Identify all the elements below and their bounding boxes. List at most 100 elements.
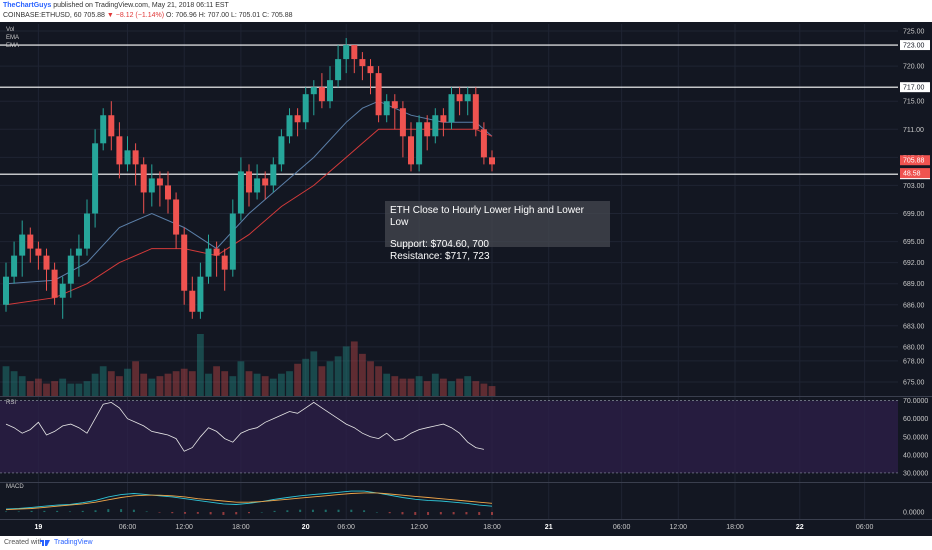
candle: [351, 45, 358, 60]
volume-bar: [383, 373, 391, 396]
price-tick-label: 695.00: [903, 239, 925, 246]
macd-histogram-bar: [324, 509, 327, 513]
candle: [359, 59, 366, 67]
volume-bar: [237, 361, 245, 396]
publish-info: published on TradingView.com, May 21, 20…: [53, 2, 229, 9]
macd-histogram-bar: [478, 512, 481, 515]
ema-fast-line: [5, 100, 493, 285]
macd-histogram-bar: [158, 512, 161, 513]
volume-bar: [99, 366, 107, 396]
candle: [399, 108, 406, 137]
time-tick-label: 20: [302, 524, 310, 531]
candle: [189, 290, 196, 312]
macd-histogram-bar: [68, 511, 71, 513]
volume-bar: [140, 373, 148, 396]
volume-bar: [180, 368, 188, 396]
macd-histogram-bar: [196, 512, 199, 514]
ohlc-values: O: 706.96 H: 707.00 L: 705.01 C: 705.88: [166, 12, 293, 19]
signal-line: [5, 492, 493, 511]
candle: [116, 136, 123, 165]
time-tick-label: 22: [796, 524, 804, 531]
macd-histogram-bar: [414, 512, 417, 515]
candle: [262, 178, 269, 186]
candle: [3, 276, 9, 305]
tradingview-link[interactable]: TradingView: [54, 539, 93, 546]
candle: [489, 157, 495, 165]
candle: [391, 101, 398, 109]
candle: [35, 248, 42, 256]
volume-bar: [18, 376, 26, 396]
volume-bar: [375, 366, 382, 396]
candle: [92, 143, 99, 214]
rsi-tick-label: 50.0000: [903, 434, 928, 441]
rsi-label: RSI: [6, 400, 17, 406]
macd-histogram-bar: [43, 510, 46, 513]
macd-histogram-bar: [120, 509, 123, 513]
volume-bar: [326, 361, 334, 396]
volume-bar: [318, 366, 326, 396]
level-tag: [900, 40, 930, 51]
volume-bar: [245, 371, 253, 396]
candle: [100, 115, 107, 144]
macd-histogram-bar: [363, 510, 366, 513]
volume-bar: [43, 383, 50, 396]
volume-bar: [59, 378, 67, 396]
macd-histogram-bar: [235, 512, 238, 515]
volume-bar: [334, 356, 342, 396]
author-link[interactable]: TheChartGuys: [3, 2, 52, 9]
annotation-box: ETH Close to Hourly Lower High and Lower…: [385, 201, 610, 262]
macd-histogram-bar: [171, 512, 174, 514]
volume-bar: [391, 376, 399, 396]
macd-histogram-bar: [248, 512, 250, 514]
candle: [440, 115, 447, 123]
candle: [464, 94, 471, 102]
price-tick-label: 699.00: [903, 211, 925, 218]
candle: [270, 164, 277, 186]
macd-histogram-bar: [132, 509, 135, 513]
volume-bar: [91, 373, 99, 396]
candle: [140, 164, 147, 193]
macd-histogram-bar: [299, 509, 302, 513]
candle: [318, 87, 325, 102]
candle: [213, 248, 220, 256]
candle: [84, 213, 90, 249]
price-tick-label: 678.00: [903, 358, 925, 365]
macd-histogram-bar: [465, 512, 468, 515]
time-tick-label: 12:00: [410, 524, 428, 531]
volume-bar: [197, 334, 204, 396]
rsi-line: [5, 401, 484, 452]
volume-bar: [278, 373, 285, 396]
volume-bar: [148, 378, 156, 396]
volume-bar: [302, 358, 310, 396]
price-tick-label: 686.00: [903, 302, 925, 309]
candle: [278, 136, 285, 165]
volume-bar: [350, 341, 358, 396]
macd-histogram-bar: [452, 512, 455, 515]
candle: [246, 171, 252, 193]
vol-label: Vol: [6, 27, 15, 33]
rsi-tick-label: 60.0000: [903, 416, 928, 423]
macd-histogram-bar: [260, 512, 263, 513]
tradingview-logo-icon: [40, 540, 50, 546]
volume-bar: [448, 381, 455, 396]
macd-histogram-bar: [184, 512, 187, 514]
candle: [19, 234, 26, 256]
last-price: 705.88: [83, 12, 105, 19]
macd-histogram-bar: [491, 512, 493, 515]
symbol-name: COINBASE:ETHUSD, 60: [3, 12, 82, 19]
candle: [335, 59, 342, 81]
volume-bar: [172, 371, 180, 396]
price-tick-label: 711.00: [903, 127, 924, 134]
macd-histogram-bar: [209, 512, 212, 515]
volume-bar: [431, 373, 439, 396]
ema-label-2: EMA: [6, 43, 20, 49]
volume-bar: [407, 378, 415, 396]
macd-histogram-bar: [107, 509, 110, 513]
volume-bar: [221, 371, 229, 396]
candle: [229, 213, 236, 270]
volume-bar: [51, 381, 58, 396]
macd-histogram-bar: [56, 510, 59, 513]
time-tick-label: 06:00: [337, 524, 355, 531]
volume-bar: [124, 368, 131, 396]
